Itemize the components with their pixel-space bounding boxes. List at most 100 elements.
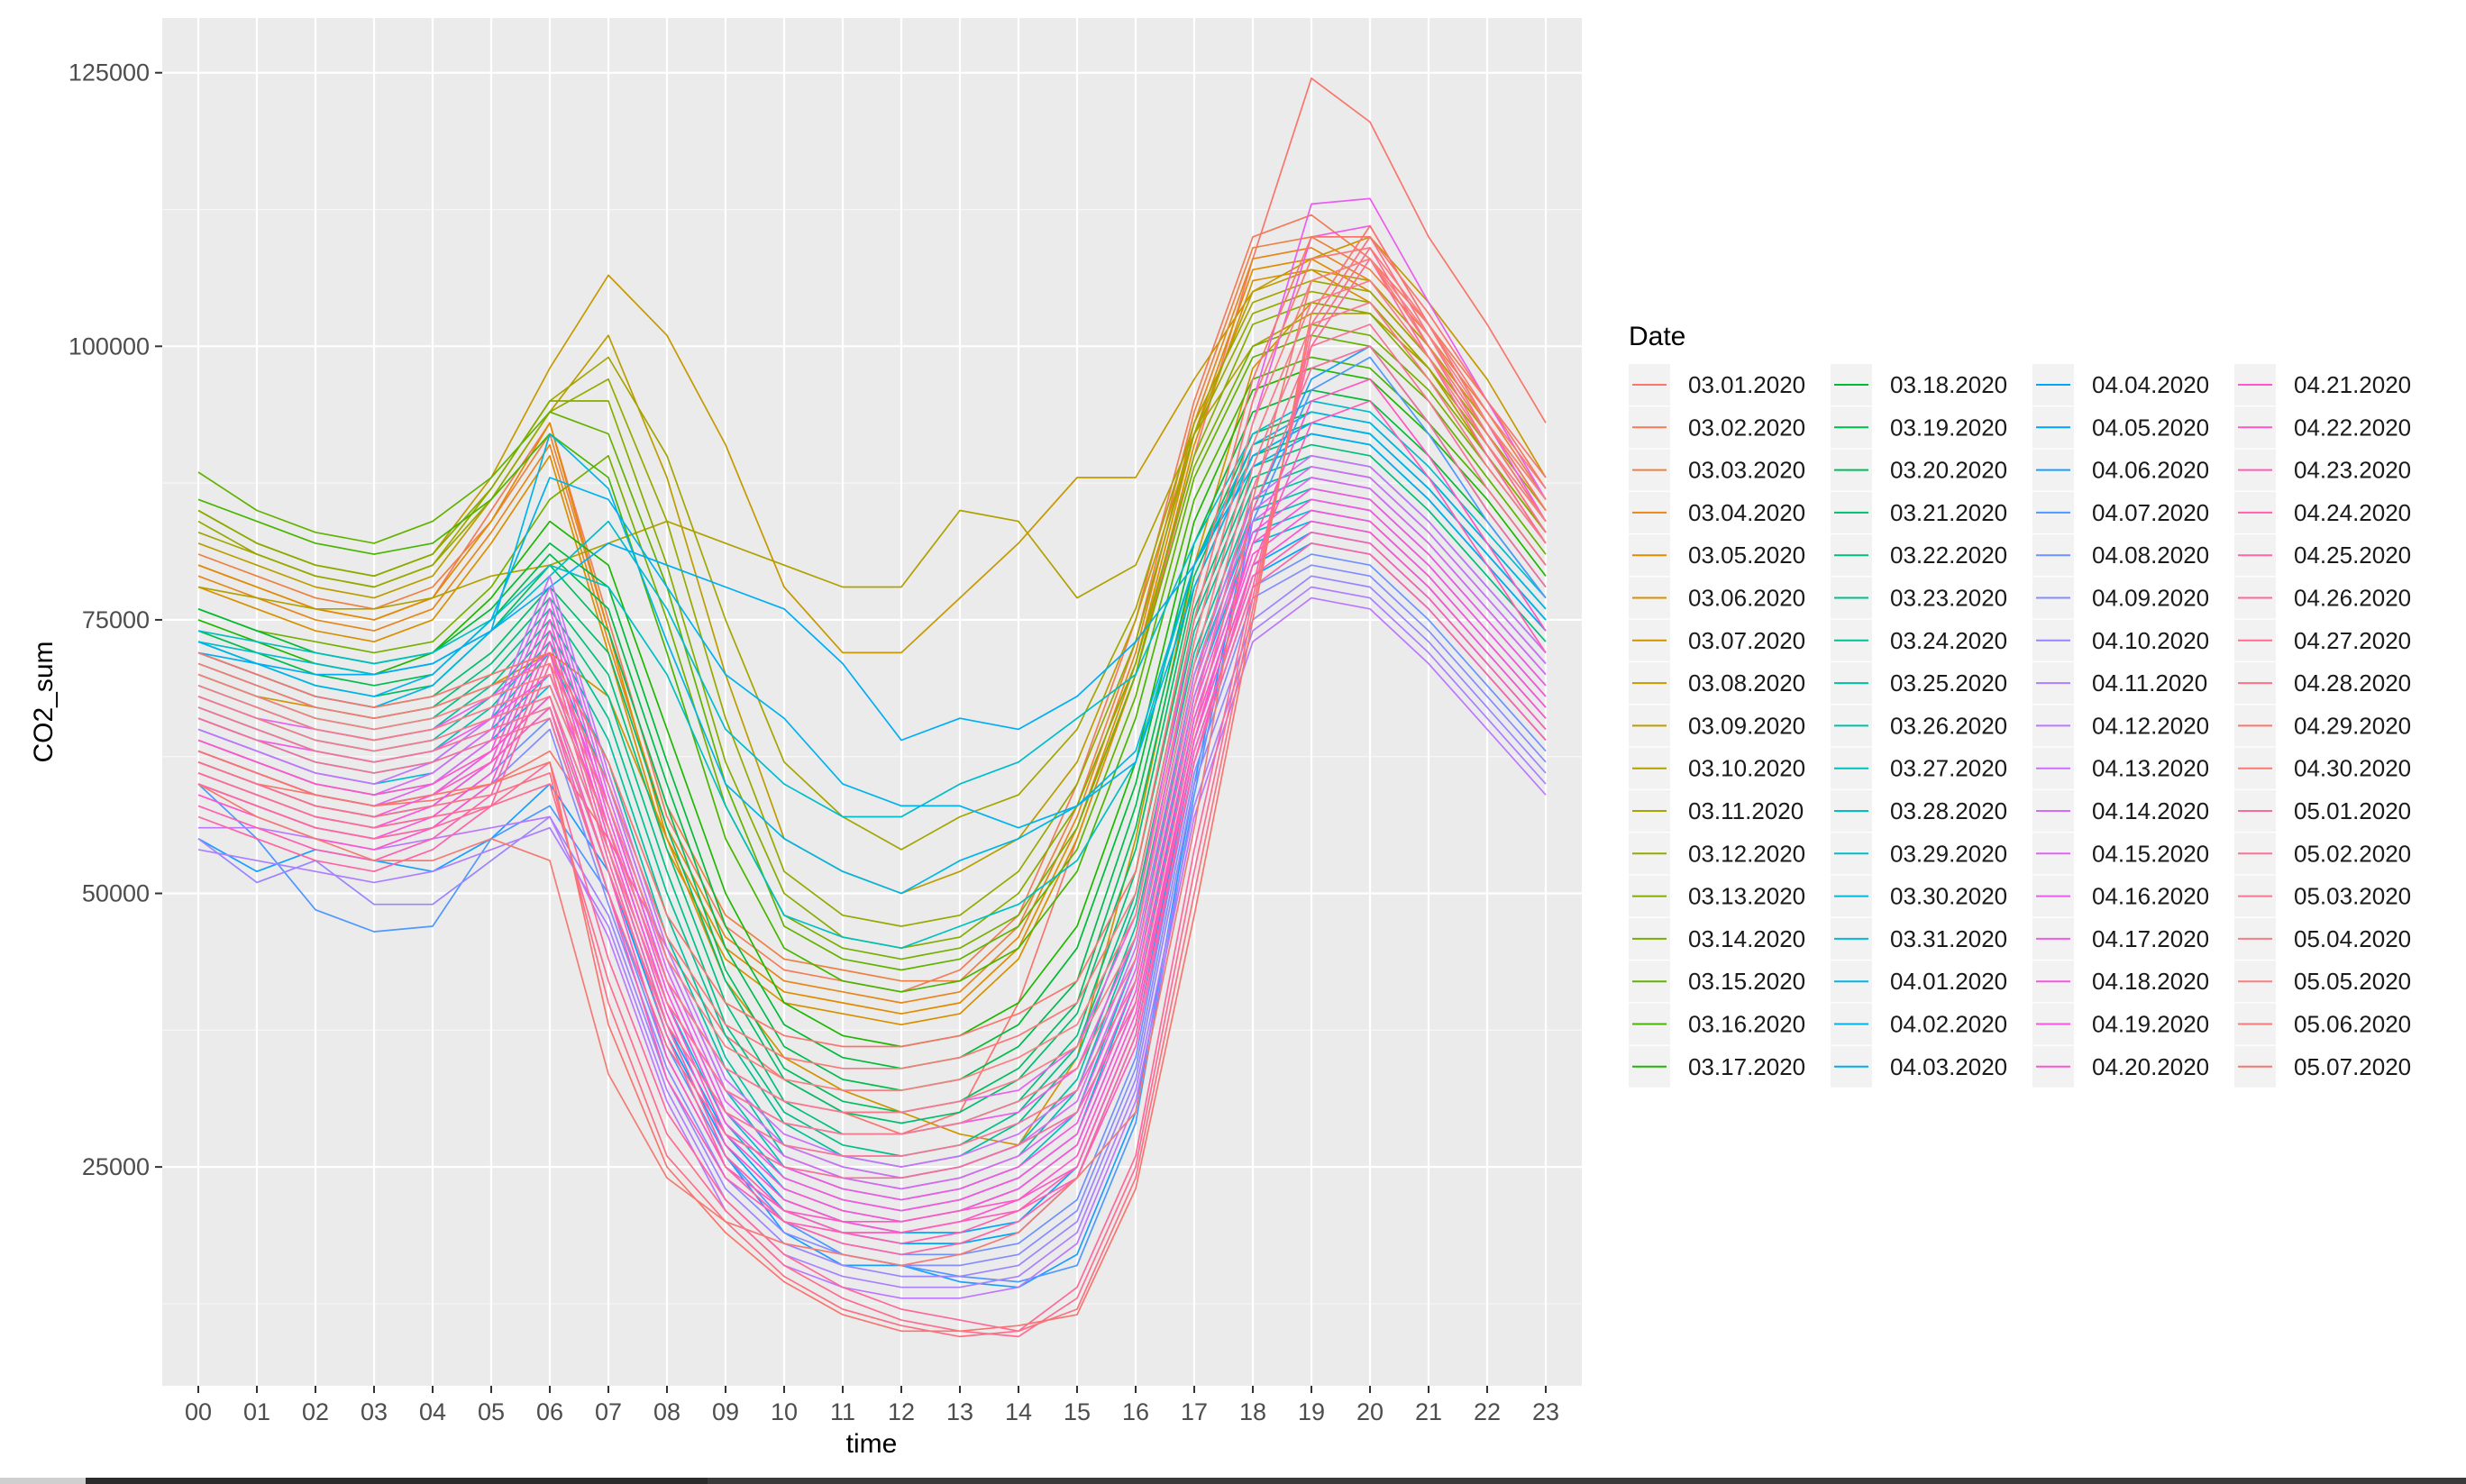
legend-item: 03.21.2020 [1831, 491, 2007, 533]
legend-label: 05.04.2020 [2294, 925, 2411, 952]
x-tick-label: 22 [1474, 1398, 1501, 1425]
legend-label: 03.19.2020 [1890, 414, 2007, 441]
legend-label: 04.30.2020 [2294, 755, 2411, 782]
legend-item: 05.03.2020 [2234, 875, 2411, 917]
minor-gridlines [162, 208, 1582, 1305]
legend-label: 04.04.2020 [2092, 371, 2209, 398]
series-line [197, 466, 1547, 1179]
x-tick-label: 12 [888, 1398, 915, 1425]
legend-item: 03.14.2020 [1629, 917, 1805, 960]
legend-item: 04.13.2020 [2032, 747, 2209, 789]
x-tick-label: 04 [419, 1398, 446, 1425]
y-axis-title: CO2_sum [29, 641, 59, 762]
legend-label: 03.24.2020 [1890, 627, 2007, 654]
legend-label: 03.20.2020 [1890, 457, 2007, 484]
series-line [197, 509, 1547, 1223]
legend-label: 04.18.2020 [2092, 968, 2209, 995]
legend-label: 04.26.2020 [2294, 585, 2411, 612]
x-tick-label: 19 [1298, 1398, 1325, 1425]
legend-label: 03.23.2020 [1890, 585, 2007, 612]
x-tick-label: 00 [185, 1398, 212, 1425]
series-line [197, 477, 1547, 1190]
legend-title: Date [1629, 322, 1685, 351]
legend-item: 04.05.2020 [2032, 406, 2209, 449]
legend-label: 03.12.2020 [1688, 840, 1805, 867]
series-line [197, 498, 1547, 1212]
legend-item: 04.12.2020 [2032, 705, 2209, 747]
series-line [197, 247, 1547, 1004]
legend-item: 03.02.2020 [1629, 406, 1805, 449]
series-line [197, 575, 1547, 1278]
legend-item: 04.25.2020 [2234, 534, 2411, 577]
series-line [197, 236, 1547, 1338]
series-line [198, 596, 1547, 1299]
legend-item: 03.23.2020 [1831, 577, 2007, 619]
bottom-edge-right [708, 1478, 2466, 1484]
legend-label: 04.02.2020 [1890, 1011, 2007, 1038]
legend-item: 04.01.2020 [1831, 961, 2007, 1003]
series-line [197, 367, 1547, 1048]
legend-item: 03.27.2020 [1831, 747, 2007, 789]
series-line [197, 236, 1547, 982]
legend-item: 03.25.2020 [1831, 662, 2007, 705]
legend-item: 05.02.2020 [2234, 833, 2411, 875]
legend-label: 04.10.2020 [2092, 627, 2209, 654]
x-tick-label: 15 [1064, 1398, 1091, 1425]
legend-item: 04.07.2020 [2032, 491, 2209, 533]
legend-item: 03.22.2020 [1831, 534, 2007, 577]
series-lines [197, 77, 1547, 1338]
legend: Date 03.01.2020 03.02.2020 03.03.2020 03.04… [1629, 322, 2411, 1088]
bottom-edge-middle [86, 1478, 708, 1484]
legend-label: 05.06.2020 [2294, 1011, 2411, 1038]
legend-label: 04.22.2020 [2294, 414, 2411, 441]
x-tick-label: 09 [712, 1398, 739, 1425]
legend-item: 04.16.2020 [2032, 875, 2209, 917]
legend-label: 04.06.2020 [2092, 457, 2209, 484]
series-line [197, 290, 1547, 927]
series-line [197, 77, 1547, 1135]
y-axis: 25000 50000 75000 100000 125000 [68, 59, 162, 1180]
legend-label: 04.20.2020 [2092, 1053, 2209, 1080]
legend-item: 05.01.2020 [2234, 790, 2411, 832]
x-tick-label: 17 [1181, 1398, 1208, 1425]
y-tick-label: 25000 [82, 1153, 150, 1180]
series-line [197, 236, 1547, 1048]
legend-item: 03.31.2020 [1831, 917, 2007, 960]
y-tick-label: 125000 [68, 59, 150, 86]
legend-item: 03.10.2020 [1629, 747, 1805, 789]
legend-label: 03.29.2020 [1890, 840, 2007, 867]
legend-label: 03.17.2020 [1688, 1053, 1805, 1080]
legend-label: 03.22.2020 [1890, 542, 2007, 569]
legend-item: 04.23.2020 [2234, 449, 2411, 491]
legend-label: 04.16.2020 [2092, 883, 2209, 910]
legend-item: 04.18.2020 [2032, 961, 2209, 1003]
legend-item: 03.13.2020 [1629, 875, 1805, 917]
legend-item: 04.11.2020 [2032, 662, 2207, 705]
legend-label: 03.25.2020 [1890, 669, 2007, 696]
legend-item: 03.28.2020 [1831, 790, 2007, 832]
legend-item: 03.06.2020 [1629, 577, 1805, 619]
series-line [197, 432, 1547, 742]
legend-label: 03.13.2020 [1688, 883, 1805, 910]
legend-label: 04.23.2020 [2294, 457, 2411, 484]
x-tick-label: 02 [302, 1398, 329, 1425]
legend-label: 03.16.2020 [1688, 1011, 1805, 1038]
legend-item: 03.15.2020 [1629, 961, 1805, 1003]
legend-label: 04.14.2020 [2092, 797, 2209, 824]
legend-label: 04.17.2020 [2092, 925, 2209, 952]
legend-item: 04.17.2020 [2032, 917, 2209, 960]
legend-label: 03.01.2020 [1688, 371, 1805, 398]
legend-label: 04.03.2020 [1890, 1053, 2007, 1080]
legend-label: 05.03.2020 [2294, 883, 2411, 910]
series-line [197, 323, 1547, 1157]
x-tick-label: 03 [361, 1398, 388, 1425]
bottom-edge-left [0, 1478, 86, 1484]
series-line [197, 487, 1547, 1201]
legend-item: 04.22.2020 [2234, 406, 2411, 449]
series-line [197, 531, 1547, 1244]
legend-label: 03.07.2020 [1688, 627, 1805, 654]
legend-item: 04.10.2020 [2032, 619, 2209, 661]
x-tick-label: 21 [1415, 1398, 1442, 1425]
legend-item: 04.19.2020 [2032, 1003, 2209, 1045]
legend-item: 04.27.2020 [2234, 619, 2411, 661]
